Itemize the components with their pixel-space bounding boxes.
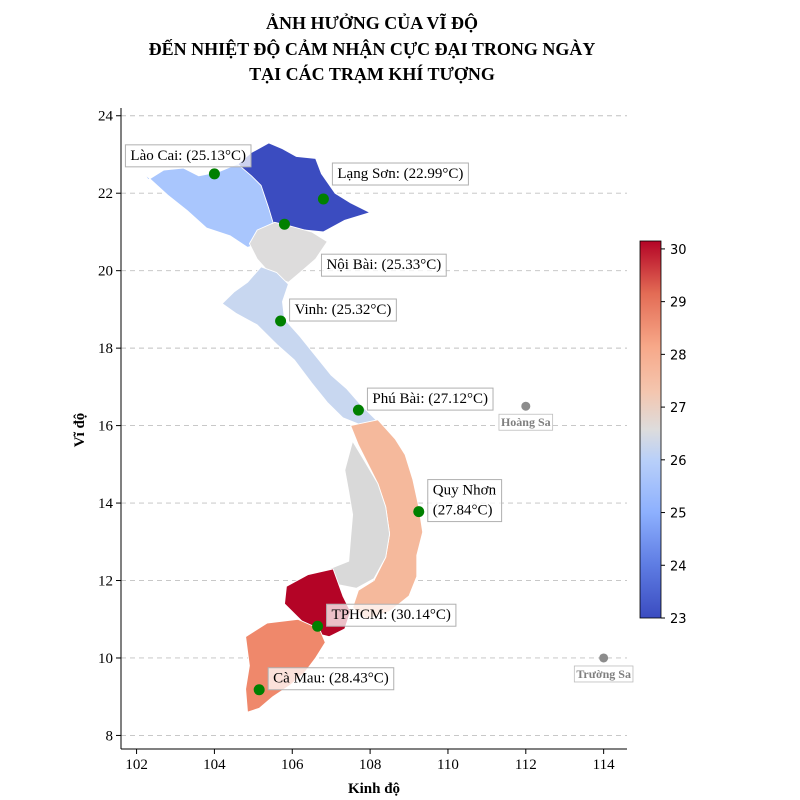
colorbar-tick-label-30: 30	[670, 243, 687, 258]
region-north-central	[221, 266, 379, 427]
station-label-text: Lạng Sơn: (22.99°C)	[337, 166, 463, 182]
region-central-highlands	[328, 440, 391, 589]
x-tick-label-110: 110	[437, 757, 459, 773]
station-label-Vinh: Vinh: (25.32°C)	[289, 298, 397, 322]
island-label-text: Hoàng Sa	[501, 415, 551, 429]
island-label-box	[498, 413, 554, 431]
station-label-text: Lào Cai: (25.13°C)	[130, 148, 246, 164]
island-markers: Hoàng Sa Trường Sa	[498, 401, 634, 683]
station-label-box	[427, 479, 503, 523]
island-label-box	[573, 665, 634, 683]
x-tick-label-102: 102	[125, 757, 148, 773]
x-axis-label: Kinh độ	[348, 781, 400, 797]
station-label-text: Quy Nhơn (27.84°C)	[433, 483, 497, 519]
station-label-box	[331, 162, 469, 186]
station-label-text: Cà Mau: (28.43°C)	[273, 671, 389, 687]
y-tick-label-22: 22	[98, 186, 113, 202]
x-tick-label-104: 104	[203, 757, 226, 773]
station-label-text: Vinh: (25.32°C)	[295, 302, 392, 318]
x-tick-label-108: 108	[359, 757, 382, 773]
y-tick-label-12: 12	[98, 574, 113, 590]
title-line-3: TẠI CÁC TRẠM KHÍ TƯỢNG	[249, 63, 495, 84]
y-tick-label-14: 14	[98, 496, 114, 512]
x-tick-label-112: 112	[515, 757, 537, 773]
chart-title: ẢNH HƯỞNG CỦA VĨ ĐỘ ĐẾN NHIỆT ĐỘ CẢM NHẬ…	[149, 12, 596, 84]
colorbar-tick-label-28: 28	[670, 348, 687, 363]
x-tick-label-106: 106	[281, 757, 304, 773]
station-label-box	[320, 253, 447, 277]
station-label-box	[326, 603, 457, 627]
station-marker-Quy Nhơn	[413, 506, 425, 518]
station-marker-Phú Bài	[352, 404, 364, 416]
colorbar-tick-label-26: 26	[670, 454, 687, 469]
axes: 102 104 106 108 110 112 114 81012141618202224 …	[72, 108, 627, 797]
station-label-Phú Bài: Phú Bài: (27.12°C)	[366, 387, 494, 411]
y-ticks: 8 10 12 14 16 18 20 22 24	[98, 109, 121, 744]
station-labels: Lào Cai: (25.13°C) Lạng Sơn: (22.99°C) Nội…	[124, 144, 503, 691]
station-markers	[208, 168, 425, 696]
region-northeast	[237, 142, 371, 237]
colorbar-tick-label-27: 27	[670, 401, 687, 416]
station-label-Cà Mau: Cà Mau: (28.43°C)	[267, 667, 395, 691]
colorbar-tick-label-24: 24	[670, 559, 687, 574]
station-label-text: Nội Bài: (25.33°C)	[326, 257, 441, 273]
region-mekong-delta	[245, 618, 326, 713]
station-label-box	[289, 298, 397, 322]
station-marker-Lào Cai	[208, 168, 220, 180]
station-marker-TPHCM	[312, 620, 324, 632]
station-marker-Cà Mau	[253, 684, 265, 696]
colorbar-tick-label-29: 29	[670, 296, 687, 311]
x-tick-label-114: 114	[593, 757, 615, 773]
station-label-Nội Bài: Nội Bài: (25.33°C)	[320, 253, 447, 277]
y-axis-label: Vĩ độ	[72, 413, 88, 448]
colorbar-tick-label-25: 25	[670, 507, 687, 522]
station-label-Lào Cai: Lào Cai: (25.13°C)	[124, 144, 252, 168]
island-label-Trường Sa: Trường Sa	[573, 665, 634, 683]
x-ticks: 102 104 106 108 110 112 114	[125, 749, 615, 773]
station-label-TPHCM: TPHCM: (30.14°C)	[326, 603, 457, 627]
island-marker-Hoàng Sa	[521, 401, 531, 411]
colorbar-ticks: 23 24 25 26 27 28 29 30	[661, 243, 687, 627]
y-tick-label-8: 8	[106, 728, 114, 744]
station-label-text: Phú Bài: (27.12°C)	[372, 391, 488, 407]
y-tick-label-10: 10	[98, 651, 113, 667]
station-marker-Lạng Sơn	[317, 193, 329, 205]
y-tick-label-24: 24	[98, 109, 114, 125]
y-tick-label-18: 18	[98, 341, 113, 357]
station-label-text: TPHCM: (30.14°C)	[332, 607, 451, 623]
station-label-Lạng Sơn: Lạng Sơn: (22.99°C)	[331, 162, 469, 186]
station-label-box	[124, 144, 252, 168]
station-marker-Vinh	[275, 315, 287, 327]
colorbar-gradient	[639, 240, 662, 619]
title-line-2: ĐẾN NHIỆT ĐỘ CẢM NHẬN CỰC ĐẠI TRONG NGÀY	[149, 38, 596, 59]
y-tick-label-16: 16	[98, 419, 114, 435]
station-marker-Nội Bài	[278, 218, 290, 230]
y-tick-label-20: 20	[98, 264, 113, 280]
station-label-box	[267, 667, 395, 691]
island-label-Hoàng Sa: Hoàng Sa	[498, 413, 554, 431]
colorbar-tick-label-23: 23	[670, 612, 687, 627]
station-label-box	[366, 387, 494, 411]
title-line-1: ẢNH HƯỞNG CỦA VĨ ĐỘ	[266, 12, 478, 33]
station-label-Quy Nhơn: Quy Nhơn (27.84°C)	[427, 479, 503, 523]
island-label-text: Trường Sa	[576, 667, 631, 681]
colorbar: 23 24 25 26 27 28 29 30	[639, 240, 687, 627]
island-marker-Trường Sa	[599, 653, 609, 663]
